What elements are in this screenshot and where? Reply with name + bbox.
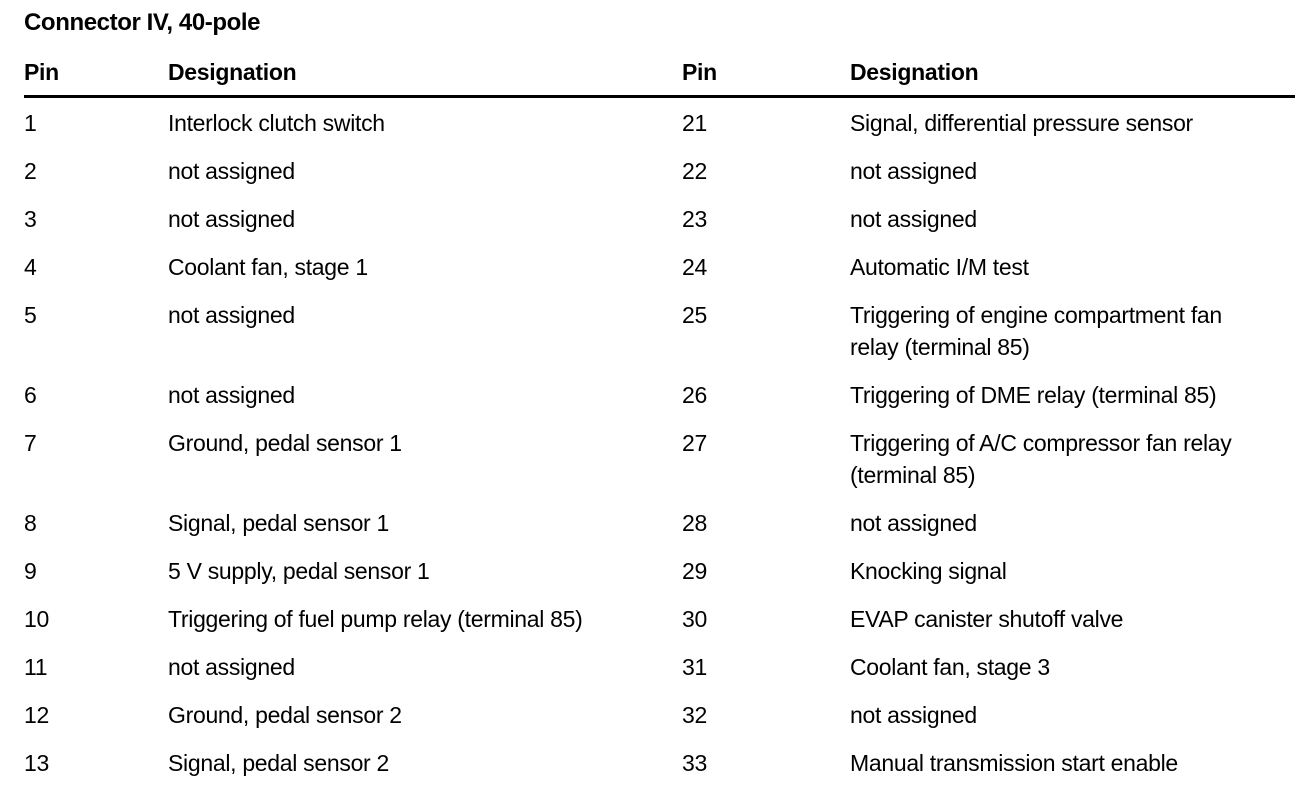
pin-designation-right: not assigned xyxy=(850,702,977,728)
pin-designation-left: not assigned xyxy=(168,158,295,184)
table-row: 1 Interlock clutch switch 21 Signal, dif… xyxy=(24,107,1295,139)
table-row: 4 Coolant fan, stage 1 24 Automatic I/M … xyxy=(24,251,1295,283)
pin-number-right: 31 xyxy=(682,654,707,680)
table-row: 13 Signal, pedal sensor 2 33 Manual tran… xyxy=(24,747,1295,779)
pin-designation-right: Manual transmission start enable xyxy=(850,750,1178,776)
pin-number-right: 29 xyxy=(682,558,707,584)
table-header-row: Pin Designation Pin Designation xyxy=(24,60,1295,98)
table-row: 9 5 V supply, pedal sensor 1 29 Knocking… xyxy=(24,555,1295,587)
pin-number-left: 8 xyxy=(24,510,37,536)
pin-designation-left: not assigned xyxy=(168,382,295,408)
pin-number-left: 1 xyxy=(24,110,37,136)
page-title: Connector IV, 40-pole xyxy=(24,9,261,36)
pin-number-right: 30 xyxy=(682,606,707,632)
column-header-designation-right: Designation xyxy=(850,59,979,85)
pin-designation-right: EVAP canister shutoff valve xyxy=(850,606,1124,632)
pin-number-right: 25 xyxy=(682,302,707,328)
pin-designation-right: not assigned xyxy=(850,510,977,536)
table-row: 7 Ground, pedal sensor 1 27 Triggering o… xyxy=(24,427,1295,491)
pin-designation-left: not assigned xyxy=(168,654,295,680)
pin-number-right: 33 xyxy=(682,750,707,776)
pin-number-right: 23 xyxy=(682,206,707,232)
pin-number-left: 7 xyxy=(24,430,37,456)
pin-designation-left: Ground, pedal sensor 1 xyxy=(168,430,402,456)
pin-designation-right: Coolant fan, stage 3 xyxy=(850,654,1050,680)
pin-designation-right: Knocking signal xyxy=(850,558,1007,584)
pin-number-right: 24 xyxy=(682,254,707,280)
pin-number-right: 22 xyxy=(682,158,707,184)
column-header-designation-left: Designation xyxy=(168,59,297,85)
pin-number-right: 28 xyxy=(682,510,707,536)
pin-designation-left: Signal, pedal sensor 2 xyxy=(168,750,389,776)
table-row: 6 not assigned 26 Triggering of DME rela… xyxy=(24,379,1295,411)
pin-table-body: 1 Interlock clutch switch 21 Signal, dif… xyxy=(24,98,1295,779)
pin-number-left: 12 xyxy=(24,702,49,728)
pin-designation-left: Ground, pedal sensor 2 xyxy=(168,702,402,728)
pin-number-left: 13 xyxy=(24,750,49,776)
pin-number-left: 10 xyxy=(24,606,49,632)
table-row: 10 Triggering of fuel pump relay (termin… xyxy=(24,603,1295,635)
pin-designation-left: Interlock clutch switch xyxy=(168,110,385,136)
pin-designation-right: Triggering of DME relay (terminal 85) xyxy=(850,382,1217,408)
pin-number-left: 9 xyxy=(24,558,37,584)
pin-number-right: 26 xyxy=(682,382,707,408)
pin-designation-left: not assigned xyxy=(168,206,295,232)
table-row: 5 not assigned 25 Triggering of engine c… xyxy=(24,299,1295,363)
pin-designation-right: not assigned xyxy=(850,206,977,232)
pin-designation-right: not assigned xyxy=(850,158,977,184)
table-row: 12 Ground, pedal sensor 2 32 not assigne… xyxy=(24,699,1295,731)
pin-designation-right: Automatic I/M test xyxy=(850,254,1029,280)
pin-number-right: 27 xyxy=(682,430,707,456)
table-row: 8 Signal, pedal sensor 1 28 not assigned xyxy=(24,507,1295,539)
pin-number-left: 11 xyxy=(24,654,48,680)
pin-designation-left: not assigned xyxy=(168,302,295,328)
column-header-pin-left: Pin xyxy=(24,59,59,85)
pin-number-left: 6 xyxy=(24,382,37,408)
pin-designation-left: Coolant fan, stage 1 xyxy=(168,254,368,280)
pin-designation-right: Triggering of engine compartment fan rel… xyxy=(850,302,1222,360)
column-header-pin-right: Pin xyxy=(682,59,717,85)
pin-number-left: 4 xyxy=(24,254,37,280)
pin-number-right: 21 xyxy=(682,110,707,136)
pin-number-left: 3 xyxy=(24,206,37,232)
pin-designation-left: Triggering of fuel pump relay (terminal … xyxy=(168,606,583,632)
pin-number-left: 2 xyxy=(24,158,37,184)
pin-designation-left: 5 V supply, pedal sensor 1 xyxy=(168,558,430,584)
pin-number-right: 32 xyxy=(682,702,707,728)
table-row: 3 not assigned 23 not assigned xyxy=(24,203,1295,235)
pin-designation-right: Signal, differential pressure sensor xyxy=(850,110,1193,136)
pin-designation-left: Signal, pedal sensor 1 xyxy=(168,510,389,536)
pin-assignment-table: Pin Designation Pin Designation 1 Interl… xyxy=(24,60,1295,779)
table-row: 2 not assigned 22 not assigned xyxy=(24,155,1295,187)
pin-designation-right: Triggering of A/C compressor fan relay (… xyxy=(850,430,1232,488)
pin-number-left: 5 xyxy=(24,302,37,328)
table-row: 11 not assigned 31 Coolant fan, stage 3 xyxy=(24,651,1295,683)
